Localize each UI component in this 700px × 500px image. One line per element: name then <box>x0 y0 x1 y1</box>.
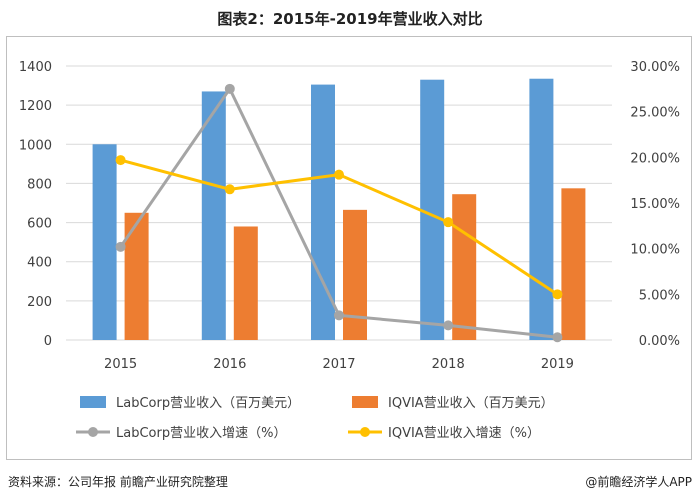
x-tick-label: 2016 <box>213 357 246 372</box>
right-tick-label: 15.00% <box>630 197 680 212</box>
legend-iqvia-revenue: IQVIA营业收入（百万美元） <box>352 396 554 411</box>
iqvia-revenue-bar <box>452 194 477 340</box>
left-tick-label: 200 <box>27 295 52 310</box>
labcorp-growth-point <box>224 83 235 94</box>
iqvia-growth-point <box>115 155 126 166</box>
left-axis: 0 200 400 600 800 1000 1200 1400 <box>19 60 52 349</box>
x-axis: 2015 2016 2017 2018 2019 <box>104 357 574 372</box>
labcorp-growth-line <box>119 85 558 339</box>
iqvia-growth-point <box>552 289 563 300</box>
series-lines <box>115 83 563 343</box>
legend-labcorp-growth: LabCorp营业收入增速（%） <box>76 426 286 441</box>
iqvia-revenue-bar <box>124 212 149 340</box>
right-tick-label: 5.00% <box>639 288 680 303</box>
labcorp-revenue-bar <box>420 79 445 340</box>
left-tick-label: 600 <box>27 217 52 232</box>
legend-labcorp-revenue: LabCorp营业收入（百万美元） <box>80 396 300 411</box>
gridlines <box>66 65 612 341</box>
labcorp-growth-point <box>443 320 454 331</box>
iqvia-growth-point <box>224 184 235 195</box>
left-tick-label: 1400 <box>19 60 52 75</box>
iqvia-growth-point <box>334 169 344 180</box>
legend-swatch <box>80 396 106 408</box>
labcorp-growth-point <box>334 310 344 321</box>
iqvia-growth-line <box>120 158 559 296</box>
left-tick-label: 400 <box>27 256 52 271</box>
legend-label: LabCorp营业收入（百万美元） <box>116 396 300 411</box>
labcorp-growth-point <box>552 332 563 343</box>
chart-title: 图表2：2015年-2019年营业收入对比 <box>217 10 483 28</box>
iqvia-growth-point <box>443 217 454 228</box>
brand-credit: @前瞻经济学人APP <box>585 475 692 489</box>
source-note: 资料来源：公司年报 前瞻产业研究院整理 <box>8 475 228 489</box>
x-tick-label: 2015 <box>104 357 137 372</box>
left-tick-label: 0 <box>44 334 52 349</box>
x-tick-label: 2019 <box>541 357 574 372</box>
x-tick-label: 2018 <box>432 357 465 372</box>
right-tick-label: 25.00% <box>630 106 680 121</box>
legend-swatch <box>352 396 378 408</box>
legend-label: LabCorp营业收入增速（%） <box>116 426 286 441</box>
labcorp-growth-point <box>115 241 126 252</box>
x-tick-label: 2017 <box>322 357 355 372</box>
iqvia-revenue-bar <box>233 226 258 340</box>
labcorp-revenue-bar <box>201 91 226 340</box>
bars <box>92 78 586 340</box>
right-tick-label: 10.00% <box>630 243 680 258</box>
labcorp-revenue-bar <box>92 144 117 340</box>
chart-frame <box>6 36 692 460</box>
labcorp-revenue-bar <box>529 78 554 340</box>
right-tick-label: 30.00% <box>630 60 680 75</box>
left-tick-label: 1000 <box>19 138 52 153</box>
legend-iqvia-growth: IQVIA营业收入增速（%） <box>348 426 540 441</box>
right-tick-label: 0.00% <box>639 334 680 349</box>
legend-swatch-marker <box>88 427 98 437</box>
footer: 资料来源：公司年报 前瞻产业研究院整理 @前瞻经济学人APP <box>8 470 692 492</box>
iqvia-revenue-bar <box>561 188 586 340</box>
left-tick-label: 800 <box>27 177 52 192</box>
legend-swatch-marker <box>360 427 370 437</box>
legend-label: IQVIA营业收入增速（%） <box>388 426 540 441</box>
legend: LabCorp营业收入（百万美元） IQVIA营业收入（百万美元） LabCorp营… <box>76 396 554 441</box>
right-axis: 0.00% 5.00% 10.00% 15.00% 20.00% 25.00% 30.00% <box>630 60 680 349</box>
right-tick-label: 20.00% <box>630 151 680 166</box>
left-tick-label: 1200 <box>19 99 52 114</box>
legend-label: IQVIA营业收入（百万美元） <box>388 396 554 411</box>
iqvia-revenue-bar <box>343 209 367 340</box>
